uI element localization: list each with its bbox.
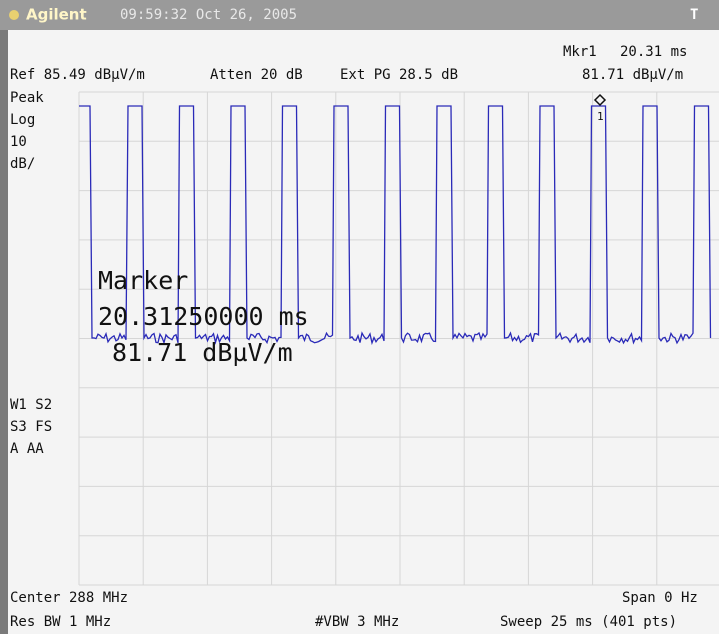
marker-time: 20.31 ms [620, 44, 687, 60]
marker-number: 1 [597, 110, 604, 123]
trace-mode: W1 S2 [10, 397, 52, 413]
trace [79, 105, 712, 346]
scale-unit: dB/ [10, 156, 35, 172]
trace-mode: S3 FS [10, 419, 52, 435]
timestamp: 09:59:32 Oct 26, 2005 [120, 7, 297, 23]
brand: Agilent [26, 6, 87, 24]
attenuation: Atten 20 dB [210, 67, 303, 83]
external-gain: Ext PG 28.5 dB [340, 67, 458, 83]
marker-box-level: 81.71 dBµV/m [112, 338, 293, 367]
title-bar [0, 0, 719, 30]
marker-level: 81.71 dBµV/m [582, 67, 683, 83]
marker-name: Mkr1 [563, 44, 597, 60]
span: Span 0 Hz [622, 590, 698, 606]
marker-box-time: 20.31250000 ms [98, 302, 309, 331]
marker-diamond [593, 93, 607, 107]
reference-level: Ref 85.49 dBµV/m [10, 67, 145, 83]
scale-value: 10 [10, 134, 27, 150]
logo-icon [9, 10, 19, 20]
trace-mode: A AA [10, 441, 44, 457]
left-edge [0, 30, 8, 634]
video-bandwidth: #VBW 3 MHz [315, 614, 399, 630]
status-indicator: T [690, 7, 698, 23]
resolution-bandwidth: Res BW 1 MHz [10, 614, 111, 630]
detector: Peak [10, 90, 44, 106]
marker-box-title: Marker [98, 266, 188, 295]
sweep: Sweep 25 ms (401 pts) [500, 614, 677, 630]
scale-type: Log [10, 112, 35, 128]
center-frequency: Center 288 MHz [10, 590, 128, 606]
